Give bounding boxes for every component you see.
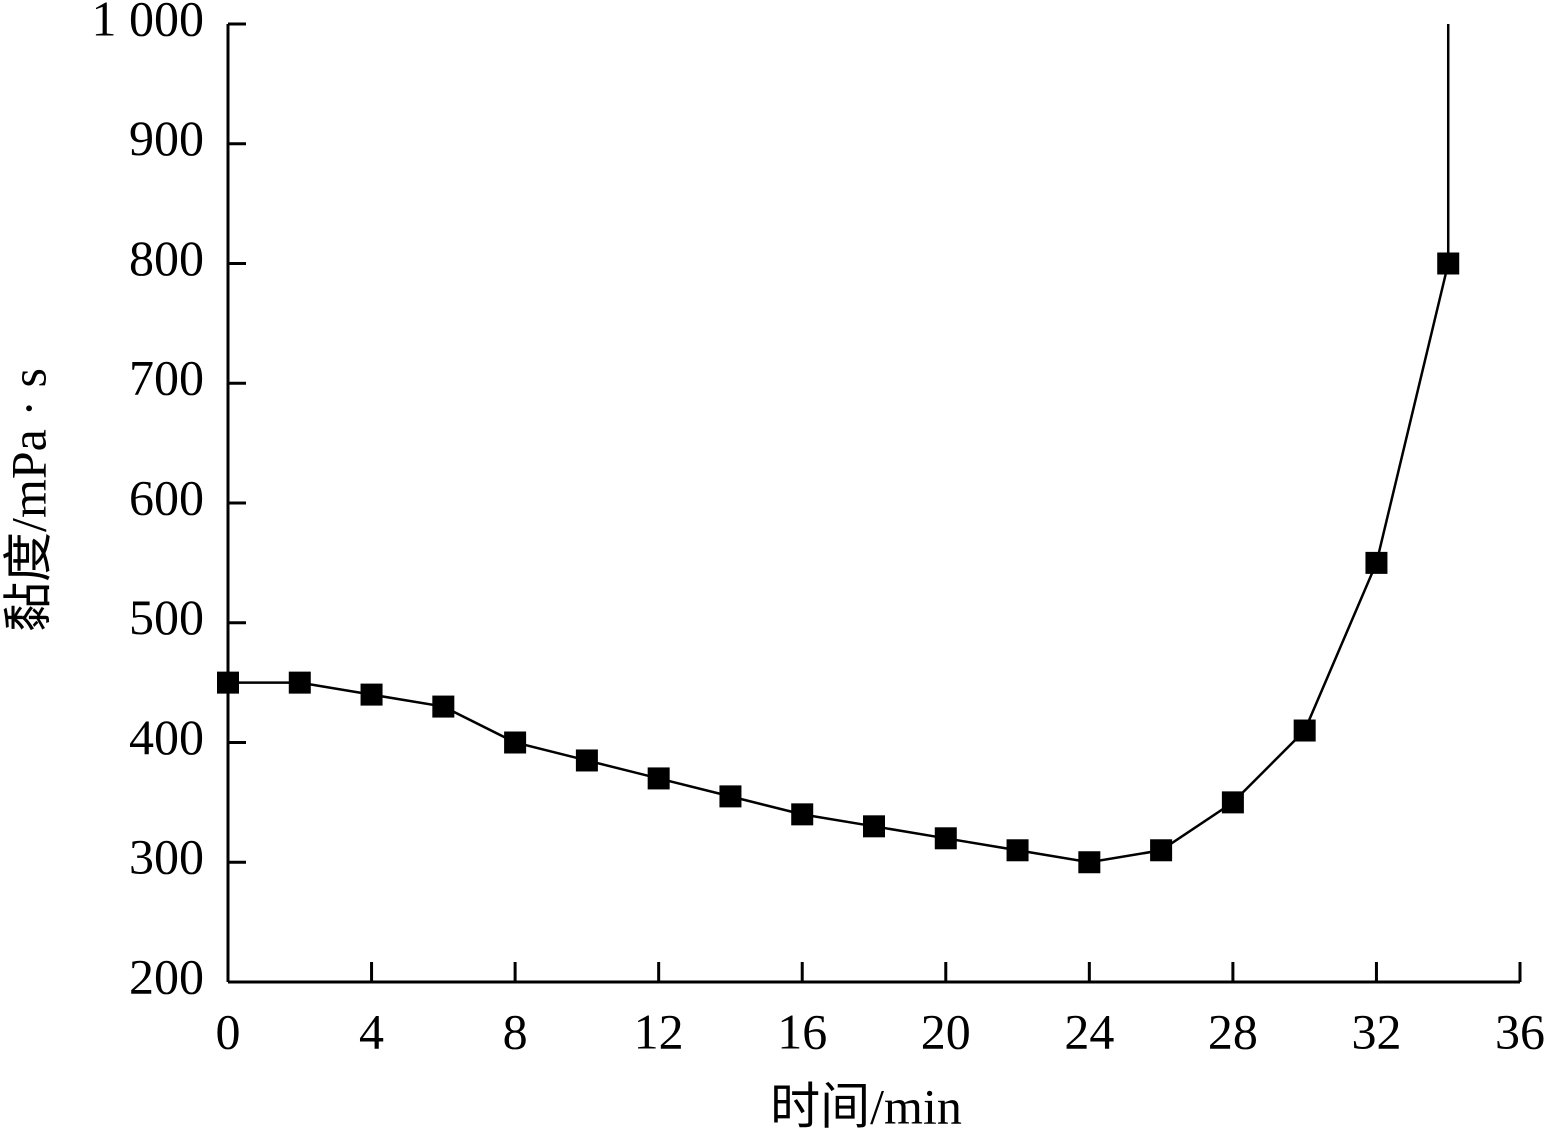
marker	[1150, 839, 1173, 862]
marker	[1437, 252, 1460, 275]
x-tick-label: 0	[216, 1003, 241, 1059]
data-line	[228, 263, 1450, 864]
marker	[1006, 839, 1029, 862]
y-tick-label: 200	[129, 948, 204, 1004]
y-tick-label: 400	[129, 709, 204, 765]
y-axis-label: 黏度/mPa · s	[0, 368, 56, 632]
y-tick-label: 300	[129, 829, 204, 885]
x-tick-label: 12	[634, 1003, 684, 1059]
y-tick-label: 900	[129, 110, 204, 166]
marker	[719, 785, 742, 808]
marker	[791, 803, 814, 826]
y-tick-label: 700	[129, 350, 204, 406]
y-tick-label: 800	[129, 230, 204, 286]
marker	[1078, 851, 1101, 874]
x-axis-label: 时间/min	[770, 1078, 962, 1134]
x-tick-label: 16	[777, 1003, 827, 1059]
marker	[1221, 791, 1244, 814]
x-tick-label: 8	[503, 1003, 528, 1059]
marker	[575, 749, 598, 772]
x-tick-label: 24	[1064, 1003, 1114, 1059]
x-tick-label: 4	[359, 1003, 384, 1059]
marker	[934, 827, 957, 850]
marker	[432, 695, 455, 718]
marker	[217, 671, 239, 694]
y-tick-label: 500	[129, 589, 204, 645]
x-tick-label: 28	[1208, 1003, 1258, 1059]
x-tick-label: 36	[1495, 1003, 1545, 1059]
marker	[647, 767, 670, 790]
marker	[1293, 719, 1316, 742]
marker	[504, 731, 527, 754]
x-tick-label: 20	[921, 1003, 971, 1059]
marker	[360, 683, 383, 706]
marker	[288, 671, 311, 694]
marker	[1365, 551, 1388, 574]
marker	[863, 815, 885, 838]
x-tick-label: 32	[1351, 1003, 1401, 1059]
y-tick-label: 1 000	[92, 0, 205, 46]
y-tick-label: 600	[129, 469, 204, 525]
